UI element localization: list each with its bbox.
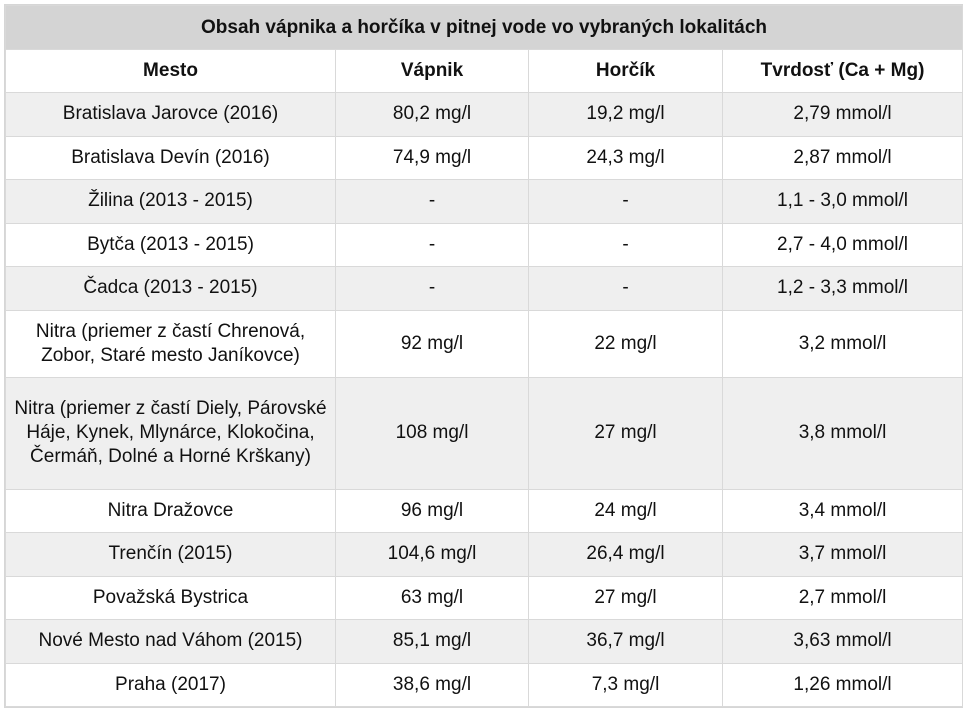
cell-magnesium: 27 mg/l (528, 575, 723, 620)
cell-city: Nitra (priemer z častí Chrenová, Zobor, … (5, 309, 336, 378)
cell-city: Považská Bystrica (5, 575, 336, 620)
cell-city: Čadca (2013 - 2015) (5, 266, 336, 311)
cell-calcium: 74,9 mg/l (335, 135, 529, 180)
table-row: Praha (2017) 38,6 mg/l 7,3 mg/l 1,26 mmo… (5, 662, 964, 707)
cell-city: Trenčín (2015) (5, 532, 336, 577)
table-title-row: Obsah vápnika a horčíka v pitnej vode vo… (4, 5, 964, 50)
cell-hardness: 3,4 mmol/l (721, 488, 964, 533)
cell-magnesium: 26,4 mg/l (528, 532, 723, 577)
cell-magnesium: 19,2 mg/l (528, 92, 723, 137)
cell-hardness: 3,63 mmol/l (721, 619, 964, 664)
data-table-container: Obsah vápnika a horčíka v pitnej vode vo… (4, 4, 964, 708)
table-row: Trenčín (2015) 104,6 mg/l 26,4 mg/l 3,7 … (5, 532, 964, 577)
cell-magnesium: - (528, 266, 723, 311)
cell-hardness: 2,79 mmol/l (721, 92, 964, 137)
cell-calcium: 85,1 mg/l (335, 619, 529, 664)
cell-city: Nové Mesto nad Váhom (2015) (5, 619, 336, 664)
cell-city: Nitra Dražovce (5, 488, 336, 533)
cell-calcium: 38,6 mg/l (335, 662, 529, 707)
table-row: Bytča (2013 - 2015) - - 2,7 - 4,0 mmol/l (5, 222, 964, 267)
cell-hardness: 2,7 mmol/l (721, 575, 964, 620)
cell-magnesium: 36,7 mg/l (528, 619, 723, 664)
table-row: Nitra (priemer z častí Chrenová, Zobor, … (5, 309, 964, 378)
table-row: Nitra Dražovce 96 mg/l 24 mg/l 3,4 mmol/… (5, 488, 964, 533)
cell-calcium: 92 mg/l (335, 309, 529, 378)
cell-magnesium: 7,3 mg/l (528, 662, 723, 707)
cell-magnesium: 24 mg/l (528, 488, 723, 533)
cell-hardness: 3,8 mmol/l (721, 376, 964, 490)
column-header-tvrdost: Tvrdosť (Ca + Mg) (721, 49, 964, 93)
table-row: Žilina (2013 - 2015) - - 1,1 - 3,0 mmol/… (5, 179, 964, 224)
cell-magnesium: - (528, 179, 723, 224)
cell-calcium: 104,6 mg/l (335, 532, 529, 577)
cell-calcium: - (335, 179, 529, 224)
cell-magnesium: 24,3 mg/l (528, 135, 723, 180)
cell-calcium: 108 mg/l (335, 376, 529, 490)
cell-calcium: - (335, 222, 529, 267)
cell-city: Žilina (2013 - 2015) (5, 179, 336, 224)
cell-hardness: 1,2 - 3,3 mmol/l (721, 266, 964, 311)
cell-calcium: 63 mg/l (335, 575, 529, 620)
cell-magnesium: - (528, 222, 723, 267)
cell-city: Nitra (priemer z častí Diely, Párovské H… (5, 376, 336, 490)
cell-hardness: 3,7 mmol/l (721, 532, 964, 577)
cell-calcium: 96 mg/l (335, 488, 529, 533)
cell-city: Praha (2017) (5, 662, 336, 707)
table-row: Považská Bystrica 63 mg/l 27 mg/l 2,7 mm… (5, 575, 964, 620)
cell-city: Bytča (2013 - 2015) (5, 222, 336, 267)
cell-hardness: 2,87 mmol/l (721, 135, 964, 180)
table-row: Bratislava Devín (2016) 74,9 mg/l 24,3 m… (5, 135, 964, 180)
cell-hardness: 1,1 - 3,0 mmol/l (721, 179, 964, 224)
cell-magnesium: 27 mg/l (528, 376, 723, 490)
table-title: Obsah vápnika a horčíka v pitnej vode vo… (4, 5, 964, 50)
column-header-vapnik: Vápnik (335, 49, 529, 93)
table-row: Nové Mesto nad Váhom (2015) 85,1 mg/l 36… (5, 619, 964, 664)
table-row: Nitra (priemer z častí Diely, Párovské H… (5, 376, 964, 490)
cell-city: Bratislava Devín (2016) (5, 135, 336, 180)
cell-calcium: - (335, 266, 529, 311)
cell-hardness: 1,26 mmol/l (721, 662, 964, 707)
table-row: Bratislava Jarovce (2016) 80,2 mg/l 19,2… (5, 92, 964, 137)
table-row: Čadca (2013 - 2015) - - 1,2 - 3,3 mmol/l (5, 266, 964, 311)
cell-calcium: 80,2 mg/l (335, 92, 529, 137)
table-header-row: Mesto Vápnik Horčík Tvrdosť (Ca + Mg) (5, 49, 964, 93)
cell-magnesium: 22 mg/l (528, 309, 723, 378)
cell-hardness: 3,2 mmol/l (721, 309, 964, 378)
water-hardness-table: Obsah vápnika a horčíka v pitnej vode vo… (4, 5, 964, 707)
cell-city: Bratislava Jarovce (2016) (5, 92, 336, 137)
cell-hardness: 2,7 - 4,0 mmol/l (721, 222, 964, 267)
column-header-mesto: Mesto (5, 49, 336, 93)
column-header-horcik: Horčík (528, 49, 723, 93)
